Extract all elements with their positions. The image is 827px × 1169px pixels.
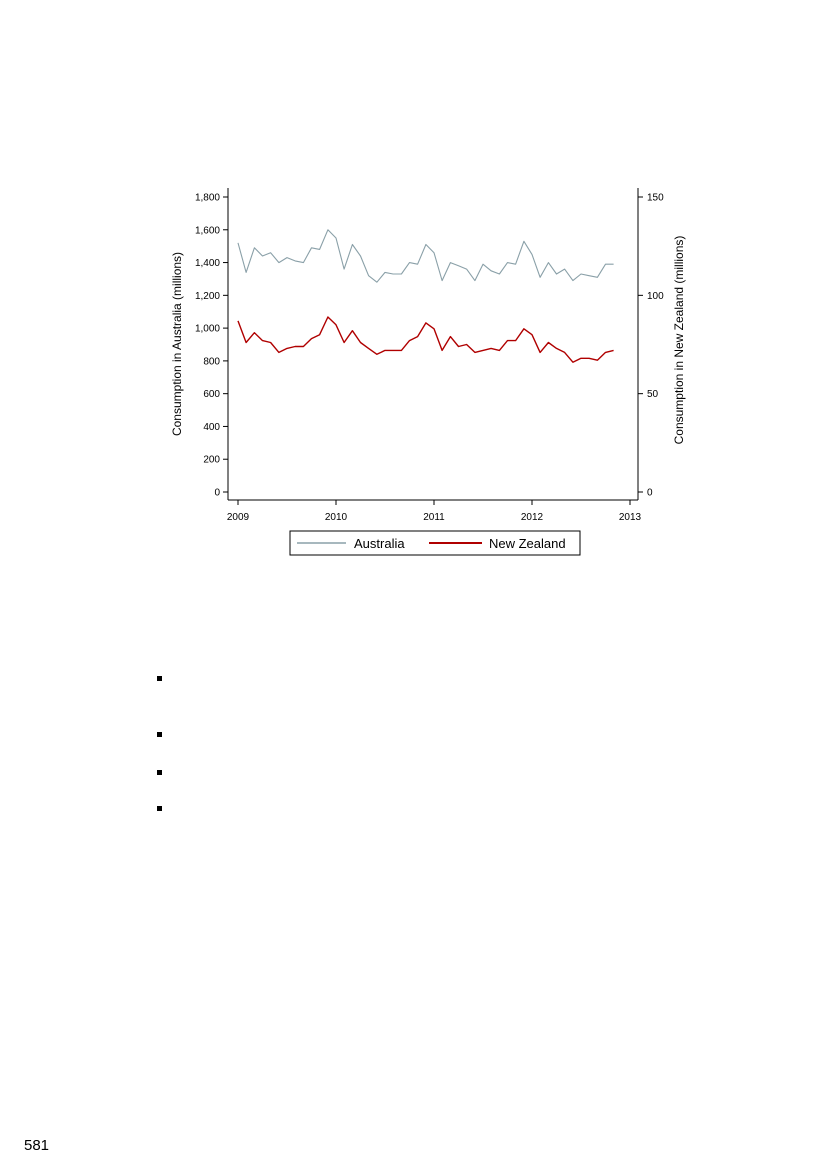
y-right-tick-label: 0 <box>647 488 653 499</box>
y-left-tick-label: 1,800 <box>195 193 220 204</box>
y-left-tick-label: 1,600 <box>195 225 220 236</box>
bullet-marker <box>157 770 162 775</box>
y-right-axis-title: Consumption in New Zealand (millions) <box>672 236 686 445</box>
x-tick-label: 2012 <box>521 512 544 523</box>
dual-axis-line-chart: 0 200 400 600 800 1,000 1,200 1,400 1,600 1,800 0… <box>170 188 686 556</box>
y-right-tick-label: 150 <box>647 193 664 204</box>
legend: Australia New Zealand <box>289 530 581 556</box>
y-left-tick-label: 200 <box>203 455 220 466</box>
y-left-tick-label: 800 <box>203 356 220 367</box>
y-left-tick-label: 1,200 <box>195 291 220 302</box>
bullet-marker <box>157 806 162 811</box>
y-right-tick-label: 100 <box>647 291 664 302</box>
x-tick-label: 2011 <box>423 512 445 523</box>
bullet-marker <box>157 676 162 681</box>
y-left-axis-title: Consumption in Australia (millions) <box>170 252 184 436</box>
series-line-australia <box>237 229 614 283</box>
right-axis-ticks: 0 50 100 150 <box>638 193 664 499</box>
left-axis-ticks: 0 200 400 600 800 1,000 1,200 1,400 1,600 1,800 <box>195 193 228 499</box>
page-number: 581 <box>24 1137 50 1154</box>
series-layer <box>237 229 614 363</box>
series-line-new-zealand <box>237 316 614 363</box>
y-right-tick-label: 50 <box>647 389 659 400</box>
legend-label-new-zealand: New Zealand <box>489 536 566 551</box>
legend-label-australia: Australia <box>354 536 405 551</box>
y-left-tick-label: 1,000 <box>195 324 220 335</box>
y-left-tick-label: 1,400 <box>195 258 220 269</box>
x-tick-label: 2010 <box>325 512 348 523</box>
x-tick-label: 2009 <box>227 512 250 523</box>
x-axis-ticks: 2009 2010 2011 2012 2013 <box>227 500 642 523</box>
bullet-marker <box>157 732 162 737</box>
y-left-tick-label: 400 <box>203 422 220 433</box>
y-left-tick-label: 0 <box>214 488 220 499</box>
x-tick-label: 2013 <box>619 512 642 523</box>
y-left-tick-label: 600 <box>203 389 220 400</box>
